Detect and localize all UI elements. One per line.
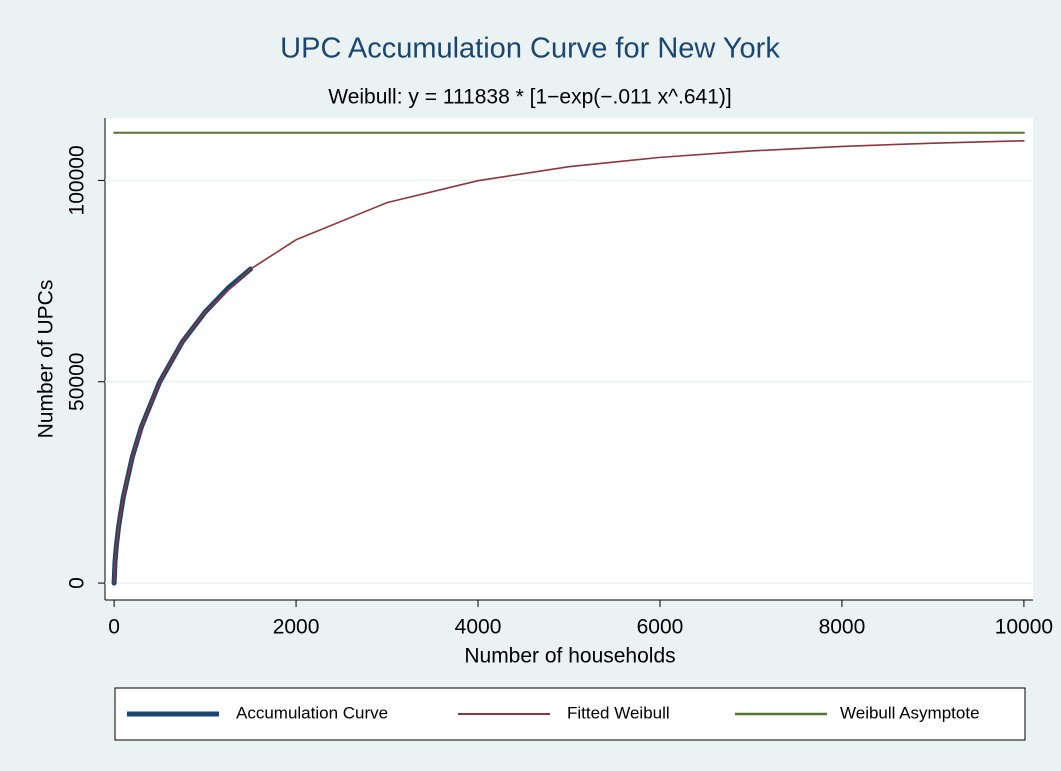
y-axis-label: Number of UPCs bbox=[35, 280, 58, 439]
y-tick-label: 50000 bbox=[66, 353, 89, 411]
legend-label: Weibull Asymptote bbox=[840, 703, 980, 722]
legend-label: Fitted Weibull bbox=[567, 703, 670, 722]
chart-subtitle: Weibull: y = 111838 * [1−exp(−.011 x^.64… bbox=[328, 86, 731, 109]
y-tick-label: 0 bbox=[66, 577, 89, 589]
x-tick-label: 8000 bbox=[819, 616, 866, 639]
series-line bbox=[113, 139, 1025, 584]
x-tick-label: 0 bbox=[108, 616, 120, 639]
x-tick-label: 10000 bbox=[995, 616, 1053, 639]
y-tick-label: 100000 bbox=[66, 145, 89, 215]
legend bbox=[114, 687, 1026, 741]
legend-label: Accumulation Curve bbox=[236, 703, 388, 722]
x-tick-label: 2000 bbox=[273, 616, 320, 639]
x-axis-label: Number of households bbox=[464, 645, 675, 668]
x-tick-label: 4000 bbox=[455, 616, 502, 639]
chart-title: UPC Accumulation Curve for New York bbox=[280, 33, 780, 65]
plot-area bbox=[105, 118, 1033, 600]
x-tick-label: 6000 bbox=[637, 616, 684, 639]
